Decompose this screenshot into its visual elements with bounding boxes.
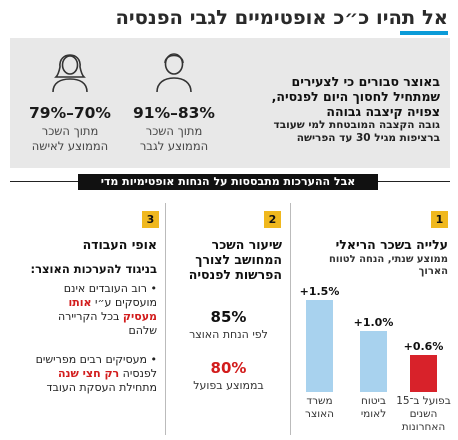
- intro-lead-2: שמתחיל לחסוך היום לפנסיה,: [271, 89, 440, 104]
- col2-title-3: הפרשות לפנסיה: [188, 267, 282, 282]
- women-sub1: מתוך השכר: [41, 124, 99, 138]
- highlight-employer: מעסיק: [122, 310, 157, 323]
- col3-bullet-2: • מעסיקים רבים מפרישים לפנסיה רק חצי שנה…: [7, 353, 157, 395]
- col1-sub-2: הארוך: [418, 266, 448, 277]
- badge-2: 2: [264, 211, 281, 228]
- col3-b1-line4: שלהם: [128, 324, 157, 337]
- col3-b2-line2: לפנסיה רק חצי שנה: [57, 367, 157, 380]
- intro-detail-2: ברציפות מגיל 30 עד הפרישה: [296, 132, 440, 144]
- intro-panel: [10, 38, 450, 168]
- bar-1: [306, 300, 333, 392]
- bar-value-label: +0.6%: [403, 340, 444, 353]
- intro-lead-1: באוצר סבורים כי לצעירים: [291, 74, 440, 89]
- stat-treasury-label: לפי הנחת האוצר: [189, 328, 268, 341]
- col3-subhead: בניגוד להערכות האוצר:: [30, 262, 157, 276]
- bar-value-label: +1.5%: [299, 285, 340, 298]
- women-sub2: הממוצע לאישה: [31, 139, 109, 153]
- salary-growth-chart: +1.5% משרד האוצר +1.0% ביטוח לאומי +0.6% בפועל …: [296, 280, 452, 440]
- men-sub1: מתוך השכר: [145, 124, 203, 138]
- intro-lead-3: צפויה קיצבה גבוהה: [326, 104, 440, 119]
- col3-title: אופי העבודה: [82, 237, 157, 252]
- column-separator: [165, 203, 166, 435]
- intro-text: באוצר סבורים כי לצעירים שמתחיל לחסוך היו…: [240, 74, 440, 145]
- bar-value-label: +1.0%: [353, 316, 394, 329]
- bar-category-label: משרד האוצר: [292, 395, 347, 421]
- col1-sub-1: ממוצע שנתי, הנחה לטווח: [329, 254, 448, 265]
- bar-category-line: לאומי: [360, 408, 387, 420]
- bar-category-line: משרד: [306, 395, 333, 407]
- bar-category-line: ביטוח: [361, 395, 386, 407]
- male-avatar-icon: [156, 53, 192, 93]
- bar-category-line: האחרונות: [401, 421, 446, 433]
- title-accent-bar: [400, 31, 448, 35]
- col2-title-2: המחושב לצורך: [195, 252, 282, 267]
- col3-b1-line1: • רוב העובדים אינם: [63, 282, 157, 295]
- bar-category-label: ביטוח לאומי: [346, 395, 401, 421]
- bar-category-line: האוצר: [305, 408, 334, 420]
- col3-b2-line3: מתחילת העסקת העובד: [46, 381, 158, 394]
- highlight-same: אותו: [68, 296, 92, 309]
- badge-3: 3: [142, 211, 159, 228]
- intro-detail-1: גובה הקצבה המובטחת למי שעובד: [273, 119, 440, 131]
- col3-b1-line2: מועסקים ע״י אותו: [68, 296, 157, 309]
- bar-category-label: בפועל ב־15 השנים האחרונות: [396, 395, 451, 434]
- female-avatar-icon: [52, 54, 88, 93]
- highlight-half-year: רק חצי שנה: [57, 367, 120, 380]
- col3-b1-line3: מעסיק בכל הקריירה: [57, 310, 157, 323]
- women-range: 79%–70%: [29, 104, 111, 122]
- badge-1: 1: [431, 211, 448, 228]
- men-range: 91%–83%: [133, 104, 215, 122]
- bar-category-line: בפועל ב־15: [396, 395, 451, 407]
- col1-title: עלייה בשכר הריאלי: [335, 237, 448, 252]
- stat-actual-label: בממוצע בפועל: [193, 379, 264, 392]
- page-title: אל תהיו כ״כ אופטימיים לגבי הפנסיה: [115, 6, 449, 29]
- stat-actual-value: 80%: [210, 359, 247, 377]
- column-separator: [290, 203, 291, 435]
- bar-3: [410, 355, 437, 392]
- col2-title-1: שיעור השכר: [211, 237, 282, 252]
- men-sub2: הממוצע לגבר: [139, 139, 209, 153]
- stat-treasury-value: 85%: [210, 308, 247, 326]
- col2-title: שיעור השכר המחושב לצורך הפרשות לפנסיה: [167, 237, 282, 282]
- bar-category-line: השנים: [409, 408, 438, 420]
- banner: אבל ההערכות מתבססות על הנחות אופטימיות מ…: [78, 174, 378, 190]
- col3-b2-line1: • מעסיקים רבים מפרישים: [35, 353, 157, 366]
- bar-2: [360, 331, 387, 392]
- col3-bullet-1: • רוב העובדים אינם מועסקים ע״י אותו מעסי…: [7, 282, 157, 338]
